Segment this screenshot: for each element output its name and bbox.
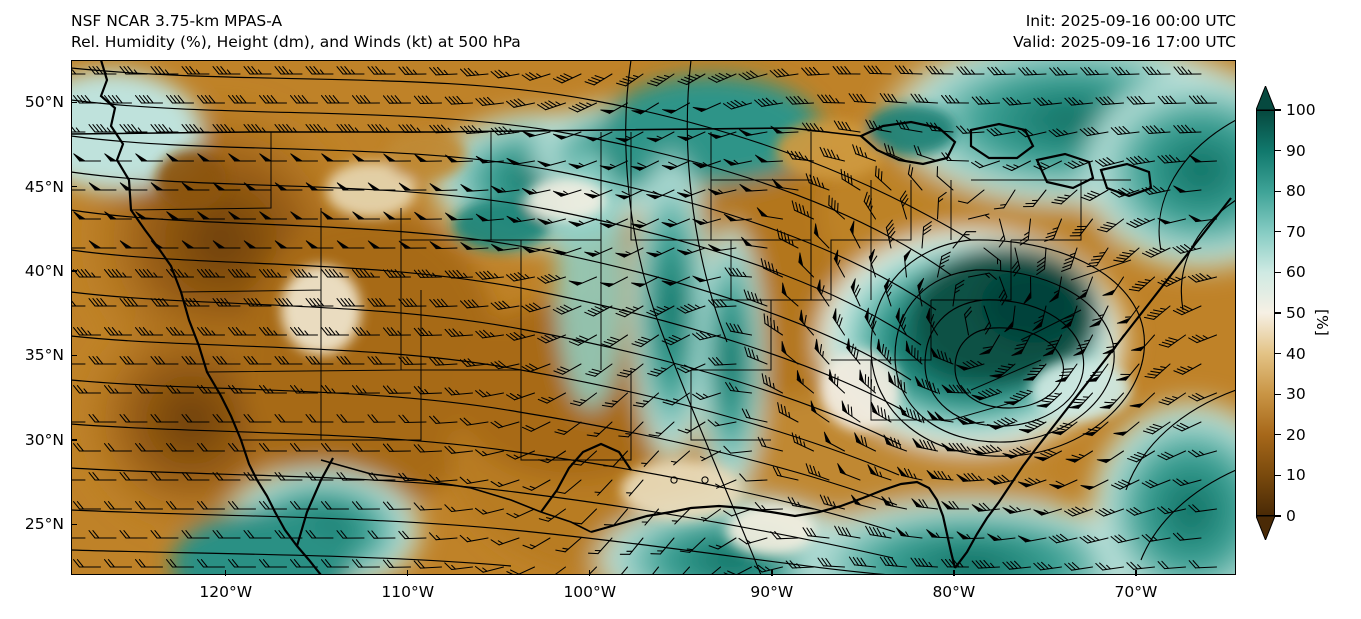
colorbar-tick-label: 80 — [1286, 182, 1306, 201]
colorbar-tick-label: 60 — [1286, 263, 1306, 282]
field-subtitle: Rel. Humidity (%), Height (dm), and Wind… — [71, 33, 521, 51]
latitude-tick — [71, 185, 77, 188]
colorbar-tick — [1275, 434, 1281, 436]
colorbar-tick-label: 0 — [1286, 507, 1296, 525]
latitude-tick — [71, 439, 77, 441]
longitude-tick-label: 90°W — [750, 583, 794, 601]
colorbar[interactable] — [1256, 110, 1275, 516]
colorbar-extend-max-arrow — [1256, 86, 1275, 110]
model-title: NSF NCAR 3.75-km MPAS-A — [71, 12, 283, 30]
colorbar-tick-label: 20 — [1286, 425, 1306, 444]
latitude-tick — [71, 354, 77, 357]
colorbar-tick-label: 40 — [1286, 344, 1306, 363]
weather-map-plot[interactable] — [71, 60, 1236, 575]
state-boundaries — [130, 132, 1132, 461]
header-left: NSF NCAR 3.75-km MPAS-A Rel. Humidity (%)… — [71, 11, 521, 53]
colorbar-tick — [1275, 312, 1281, 314]
colorbar-tick — [1275, 109, 1281, 111]
longitude-tick — [589, 569, 591, 576]
latitude-tick-label: 35°N — [24, 346, 64, 365]
colorbar-tick — [1275, 474, 1281, 477]
colorbar-tick-label: 90 — [1286, 141, 1306, 160]
colorbar-tick — [1275, 149, 1281, 152]
colorbar-tick — [1275, 352, 1281, 355]
header-right: Init: 2025-09-16 00:00 UTC Valid: 2025-09… — [1013, 11, 1236, 53]
colorbar-tick-label: 100 — [1286, 101, 1316, 119]
latitude-tick-label: 50°N — [24, 93, 64, 112]
latitude-tick — [71, 523, 77, 526]
longitude-tick — [771, 569, 773, 576]
longitude-tick — [225, 569, 227, 576]
longitude-tick — [407, 569, 409, 576]
colorbar-tick — [1275, 393, 1281, 395]
latitude-tick-label: 25°N — [24, 515, 64, 534]
latitude-tick — [71, 270, 77, 272]
wind-barbs-overlay — [71, 65, 1218, 575]
colorbar-tick — [1275, 515, 1281, 517]
colorbar-tick-label: 30 — [1286, 385, 1306, 404]
longitude-tick-label: 70°W — [1114, 583, 1158, 601]
latitude-tick — [71, 101, 77, 103]
colorbar-tick-label: 10 — [1286, 466, 1306, 485]
latitude-tick-label: 40°N — [24, 262, 64, 281]
longitude-tick-label: 120°W — [199, 583, 253, 601]
longitude-tick-label: 110°W — [381, 583, 435, 601]
longitude-tick-label: 100°W — [563, 583, 617, 601]
colorbar-tick — [1275, 231, 1281, 233]
colorbar-tick — [1275, 190, 1281, 192]
longitude-tick-label: 80°W — [932, 583, 976, 601]
colorbar-extend-min-arrow — [1256, 516, 1275, 540]
colorbar-tick-label: 50 — [1286, 304, 1306, 322]
valid-time-label: Valid: 2025-09-16 17:00 UTC — [1013, 33, 1236, 51]
longitude-tick — [953, 569, 955, 576]
colorbar-title: [%] — [1313, 309, 1331, 336]
latitude-tick-label: 30°N — [24, 430, 64, 449]
latitude-tick-label: 45°N — [24, 177, 64, 196]
longitude-tick — [1135, 569, 1137, 576]
colorbar-tick-label: 70 — [1286, 222, 1306, 241]
init-time-label: Init: 2025-09-16 00:00 UTC — [1025, 12, 1236, 30]
colorbar-tick — [1275, 271, 1281, 274]
